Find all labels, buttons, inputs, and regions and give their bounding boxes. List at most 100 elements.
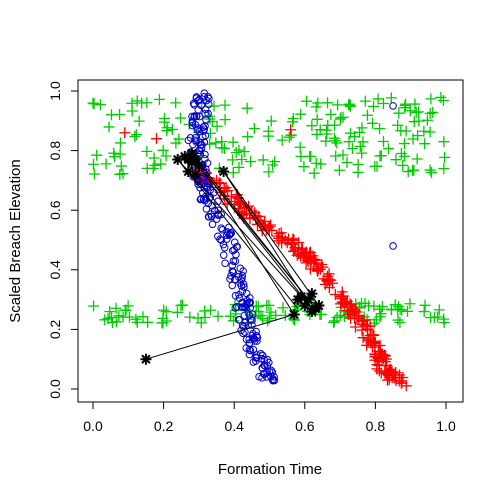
green-point [341, 156, 353, 168]
blue-point [239, 267, 247, 275]
black-star-point [193, 160, 205, 171]
green-point [359, 95, 371, 107]
y-axis-label: Scaled Breach Elevation [7, 159, 24, 322]
blue-point [258, 364, 267, 372]
green-point [308, 167, 320, 179]
blue-point [231, 275, 240, 284]
blue-point [228, 246, 237, 255]
blue-point [256, 350, 265, 358]
green-point [357, 136, 369, 148]
blue-point [245, 339, 254, 347]
green-point [363, 300, 375, 312]
red-point [348, 308, 360, 320]
green-point [438, 317, 450, 329]
blue-point [250, 337, 259, 345]
red-point [321, 270, 333, 282]
green-point [329, 135, 341, 147]
green-point [263, 166, 275, 178]
blue-point [265, 358, 273, 367]
y-tick-label: 0.4 [47, 260, 63, 280]
green-point [257, 154, 269, 166]
blue-point [200, 89, 209, 98]
blue-point [246, 315, 255, 323]
green-point [218, 142, 230, 154]
green-point [227, 136, 239, 148]
blue-point [203, 159, 212, 168]
green-point [228, 315, 240, 327]
y-tick-label: 1.0 [47, 81, 63, 101]
black-star-point [218, 165, 230, 177]
green-point [343, 136, 355, 148]
green-point [155, 158, 167, 170]
blue-point [257, 354, 266, 363]
black-path-segment [191, 153, 295, 315]
green-point [301, 95, 313, 107]
green-point [147, 162, 159, 174]
red-point [262, 222, 274, 234]
green-point [233, 144, 245, 156]
blue-point [201, 122, 209, 130]
red-point [385, 367, 397, 379]
green-point [171, 306, 183, 318]
black-star-point [172, 154, 184, 166]
green-point [372, 93, 384, 105]
green-point [141, 145, 153, 157]
green-point [368, 100, 380, 112]
blue-point [219, 251, 228, 259]
blue-point [204, 212, 213, 221]
blue-point [204, 100, 213, 109]
green-point [248, 123, 260, 135]
axis-layer: 0.0 0.2 0.4 0.6 0.8 1.0 0.0 0.2 0.4 0.6 0.8 1.0 [47, 81, 456, 434]
blue-point [194, 180, 202, 189]
black-path-segment [223, 171, 313, 309]
blue-point [218, 225, 227, 234]
green-point [205, 304, 217, 316]
green-point [408, 116, 420, 128]
green-point [204, 127, 216, 139]
green-point [418, 125, 430, 137]
green-point [173, 133, 185, 145]
blue-point [252, 327, 260, 336]
green-point [113, 310, 125, 322]
blue-point [389, 102, 397, 110]
green-point [184, 311, 196, 323]
green-point [397, 159, 409, 171]
blue-point [208, 220, 217, 229]
black-star-point [140, 353, 152, 365]
green-point [130, 313, 142, 325]
black-star-point [186, 148, 198, 160]
green-point [335, 112, 347, 124]
green-point [110, 316, 122, 328]
green-point [245, 156, 257, 168]
green-point [219, 114, 231, 126]
green-point [438, 163, 450, 175]
green-point [87, 158, 99, 170]
green-point [141, 97, 153, 109]
green-point [383, 143, 395, 155]
red-point [304, 263, 316, 275]
y-tick-label: 0.2 [47, 319, 63, 339]
green-point [374, 150, 386, 162]
y-tick-label: 0.6 [47, 200, 63, 220]
blue-point [188, 112, 196, 121]
green-point [346, 142, 358, 154]
black-path-segment [223, 171, 320, 306]
green-point [435, 91, 447, 103]
black-path-segment [198, 165, 313, 309]
green-point [418, 306, 430, 318]
green-point [311, 128, 323, 140]
red-point [311, 261, 323, 273]
green-point [204, 138, 216, 150]
blue-point [221, 259, 229, 268]
blue-point [217, 210, 225, 219]
green-point [424, 126, 436, 138]
green-point [398, 150, 410, 162]
red-point [374, 340, 386, 352]
green-point [106, 311, 118, 323]
green-point [298, 161, 310, 173]
green-point [325, 108, 337, 120]
green-point [412, 130, 424, 142]
blue-point [267, 366, 276, 375]
green-point [320, 135, 332, 147]
